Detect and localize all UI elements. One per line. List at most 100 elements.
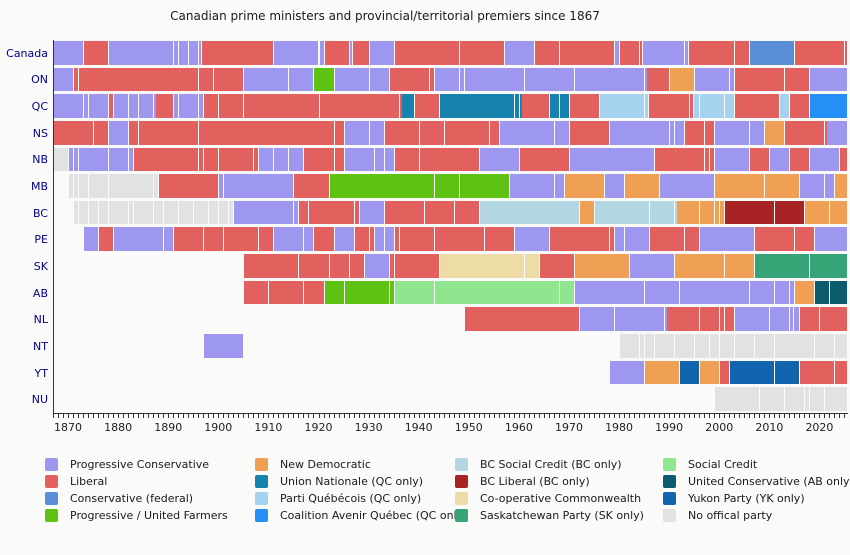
party-segment-lib bbox=[139, 120, 199, 145]
year-tick bbox=[273, 414, 275, 418]
year-tick bbox=[118, 414, 120, 418]
legend-item-ndp: New Democratic bbox=[255, 456, 467, 473]
party-segment-lib bbox=[259, 227, 274, 252]
party-segment-pc bbox=[810, 67, 847, 92]
party-segment-pc bbox=[464, 67, 524, 92]
party-segment-lib bbox=[334, 120, 344, 145]
party-segment-none bbox=[79, 174, 89, 198]
year-tick bbox=[719, 414, 721, 418]
year-tick bbox=[619, 414, 621, 418]
party-segment-none bbox=[99, 200, 109, 225]
party-segment-lib bbox=[349, 254, 364, 278]
year-tick bbox=[88, 414, 90, 418]
year-tick bbox=[769, 414, 771, 418]
row-track bbox=[54, 173, 848, 200]
party-segment-pc bbox=[179, 94, 199, 118]
decade-label: 1920 bbox=[304, 421, 333, 434]
legend-label: Progressive / United Farmers bbox=[70, 509, 228, 522]
party-segment-pc bbox=[139, 94, 154, 118]
row-track bbox=[54, 93, 848, 120]
legend-swatch-skp bbox=[455, 509, 468, 522]
party-segment-lib bbox=[414, 94, 439, 118]
party-segment-lib bbox=[79, 67, 199, 92]
party-segment-lib bbox=[569, 120, 610, 145]
party-segment-pc bbox=[770, 147, 790, 172]
party-segment-pc bbox=[274, 147, 289, 172]
party-segment-lib bbox=[705, 120, 715, 145]
party-segment-pc bbox=[750, 120, 765, 145]
party-segment-pc bbox=[164, 227, 174, 252]
party-segment-pc bbox=[810, 147, 840, 172]
year-tick bbox=[609, 414, 611, 418]
year-tick bbox=[523, 414, 525, 418]
party-segment-lib bbox=[429, 67, 434, 92]
year-tick bbox=[183, 414, 185, 418]
legend-label: BC Liberal (BC only) bbox=[480, 475, 590, 488]
row-bc: BC bbox=[0, 200, 848, 227]
legend-label: Coalition Avenir Québec (QC only) bbox=[280, 509, 468, 522]
legend-label: Liberal bbox=[70, 475, 108, 488]
party-segment-lib bbox=[419, 147, 479, 172]
party-segment-lib bbox=[755, 227, 795, 252]
party-segment-pc bbox=[815, 227, 847, 252]
party-segment-none bbox=[129, 200, 134, 225]
year-tick bbox=[754, 414, 756, 418]
party-segment-pc bbox=[374, 147, 384, 172]
y-axis-line bbox=[53, 40, 54, 413]
year-tick bbox=[589, 414, 590, 418]
year-tick bbox=[78, 414, 80, 418]
party-segment-lib bbox=[705, 147, 710, 172]
party-segment-lib bbox=[394, 254, 439, 278]
party-segment-pc bbox=[224, 174, 294, 198]
row-track bbox=[54, 386, 848, 413]
party-segment-lib bbox=[700, 307, 720, 332]
party-segment-none bbox=[695, 334, 710, 358]
party-segment-lib bbox=[109, 94, 114, 118]
party-segment-none bbox=[805, 387, 810, 411]
year-tick bbox=[198, 414, 200, 418]
party-segment-none bbox=[154, 200, 164, 225]
party-segment-pc bbox=[554, 120, 569, 145]
year-tick bbox=[624, 414, 626, 418]
legend-item-caq: Coalition Avenir Québec (QC only) bbox=[255, 507, 467, 524]
party-segment-pc bbox=[825, 174, 835, 198]
year-tick bbox=[83, 414, 85, 418]
party-segment-lib bbox=[202, 41, 274, 65]
party-segment-pc bbox=[670, 120, 675, 145]
party-segment-lib bbox=[785, 67, 810, 92]
year-tick bbox=[208, 414, 210, 418]
party-segment-lib bbox=[354, 200, 359, 225]
party-segment-pc bbox=[259, 147, 274, 172]
year-tick bbox=[794, 414, 796, 418]
legend-item-yp: Yukon Party (YK only) bbox=[663, 490, 850, 507]
party-segment-lib bbox=[74, 67, 79, 92]
row-label: MB bbox=[30, 180, 48, 194]
party-segment-none bbox=[154, 174, 159, 198]
party-segment-none bbox=[229, 200, 234, 225]
decade-label: 1870 bbox=[54, 421, 83, 434]
year-tick bbox=[563, 414, 565, 418]
party-segment-pc bbox=[660, 174, 715, 198]
party-segment-lib bbox=[620, 41, 640, 65]
year-tick bbox=[93, 414, 95, 418]
party-segment-ndp bbox=[700, 200, 715, 225]
year-tick bbox=[629, 414, 631, 418]
year-tick bbox=[53, 414, 54, 418]
party-segment-pc bbox=[790, 280, 795, 305]
legend-label: Progressive Conservative bbox=[70, 458, 210, 471]
party-segment-lib bbox=[204, 94, 219, 118]
party-segment-lib bbox=[610, 227, 615, 252]
legend-swatch-un bbox=[255, 475, 268, 488]
party-segment-lib bbox=[219, 147, 254, 172]
year-tick bbox=[423, 414, 425, 418]
row-label: NL bbox=[33, 313, 48, 327]
party-segment-un bbox=[519, 94, 522, 118]
party-segment-puf bbox=[344, 280, 389, 305]
legend-item-skp: Saskatchewan Party (SK only) bbox=[455, 507, 644, 524]
party-segment-lib bbox=[464, 307, 579, 332]
party-segment-ndp bbox=[700, 360, 720, 385]
party-segment-none bbox=[164, 200, 179, 225]
legend-label: Parti Québécois (QC only) bbox=[280, 492, 422, 505]
year-tick bbox=[804, 414, 806, 418]
party-segment-pc bbox=[579, 307, 615, 332]
